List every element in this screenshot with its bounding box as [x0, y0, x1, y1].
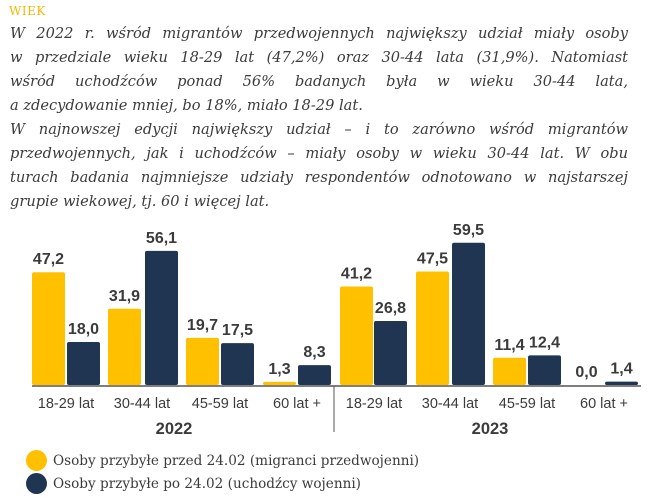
legend-swatch-yellow: [26, 450, 47, 471]
value-label: 1,3: [268, 361, 290, 378]
legend-item-refugees: Osoby przybyłe po 24.02 (uchodźcy wojenn…: [26, 473, 361, 494]
value-label: 11,4: [494, 337, 524, 354]
paragraph-line: turach badania najmniejsze udziały respo…: [10, 169, 628, 186]
bar: [67, 341, 100, 385]
description-paragraph: W 2022 r. wśród migrantów przedwojennych…: [10, 22, 628, 214]
value-label: 47,5: [417, 250, 448, 267]
year-label: 2022: [156, 420, 193, 438]
category-label: 45-59 lat: [192, 396, 248, 412]
category-label: 30-44 lat: [422, 396, 478, 412]
category-label: 30-44 lat: [114, 396, 170, 412]
paragraph-line: w przedziale wieku 18-29 lat (47,2%) ora…: [10, 49, 628, 66]
value-label: 59,5: [453, 222, 484, 239]
value-label: 17,5: [222, 322, 253, 339]
bar: [186, 337, 219, 385]
bar: [528, 355, 561, 385]
legend-swatch-navy: [26, 473, 47, 494]
value-label: 26,8: [375, 300, 406, 317]
legend-item-pre-war: Osoby przybyłe przed 24.02 (migranci prz…: [26, 450, 419, 471]
value-label: 56,1: [146, 230, 177, 247]
bar: [32, 272, 65, 385]
paragraph-line: przedwojennych, jak i uchodźców – miały …: [10, 145, 628, 162]
value-label: 8,3: [303, 344, 325, 361]
bar: [108, 308, 141, 385]
category-label: 60 lat +: [273, 396, 321, 412]
category-label: 18-29 lat: [346, 396, 402, 412]
bar: [340, 286, 373, 385]
bar: [145, 250, 178, 385]
category-label: 18-29 lat: [38, 396, 94, 412]
paragraph-line: grupie wiekowej, tj. 60 i więcej lat.: [10, 193, 270, 210]
legend-label: Osoby przybyłe po 24.02 (uchodźcy wojenn…: [53, 475, 361, 492]
bar: [263, 381, 296, 385]
value-label: 41,2: [341, 266, 372, 283]
paragraph-line: W najnowszej edycji największy udział – …: [10, 121, 628, 138]
value-label: 31,9: [109, 288, 140, 305]
bar: [374, 320, 407, 385]
bar: [298, 365, 331, 385]
value-label: 18,0: [68, 321, 99, 338]
value-label: 0,0: [575, 364, 597, 381]
value-label: 1,4: [610, 361, 632, 378]
paragraph-line: a zdecydowanie mniej, bo 18%, miało 18-2…: [10, 97, 363, 114]
value-label: 47,2: [33, 251, 64, 268]
bar: [416, 271, 449, 385]
legend-label: Osoby przybyłe przed 24.02 (migranci prz…: [53, 452, 420, 469]
bar: [221, 343, 254, 385]
paragraph-line: wśród uchodźców ponad 56% badanych była …: [10, 73, 628, 90]
paragraph-line: W 2022 r. wśród migrantów przedwojennych…: [10, 25, 628, 42]
value-label: 19,7: [187, 317, 218, 334]
section-title: WIEK: [9, 4, 46, 18]
category-label: 60 lat +: [580, 396, 628, 412]
bar: [605, 381, 638, 385]
bar: [452, 242, 485, 385]
year-label: 2023: [472, 420, 509, 438]
value-label: 12,4: [529, 334, 560, 351]
category-label: 45-59 lat: [499, 396, 555, 412]
bar: [493, 357, 526, 385]
